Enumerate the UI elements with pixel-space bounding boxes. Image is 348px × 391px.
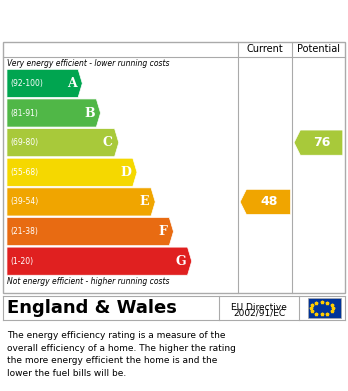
Text: Not energy efficient - higher running costs: Not energy efficient - higher running co… — [7, 276, 169, 285]
Text: 2002/91/EC: 2002/91/EC — [233, 308, 285, 317]
Text: (39-54): (39-54) — [10, 197, 39, 206]
Text: (81-91): (81-91) — [10, 109, 38, 118]
Text: Very energy efficient - lower running costs: Very energy efficient - lower running co… — [7, 59, 169, 68]
Polygon shape — [7, 217, 173, 246]
Polygon shape — [7, 158, 137, 187]
Polygon shape — [7, 99, 101, 127]
Polygon shape — [294, 130, 343, 155]
Text: (1-20): (1-20) — [10, 256, 33, 265]
Text: The energy efficiency rating is a measure of the
overall efficiency of a home. T: The energy efficiency rating is a measur… — [7, 331, 236, 378]
Text: EU Directive: EU Directive — [231, 303, 287, 312]
Polygon shape — [7, 188, 155, 216]
Text: D: D — [120, 166, 131, 179]
Text: Potential: Potential — [297, 44, 340, 54]
Text: A: A — [66, 77, 76, 90]
Polygon shape — [7, 69, 82, 97]
Text: E: E — [140, 196, 149, 208]
Text: Energy Efficiency Rating: Energy Efficiency Rating — [14, 11, 243, 30]
Text: G: G — [175, 255, 186, 268]
Text: (55-68): (55-68) — [10, 168, 39, 177]
Text: 48: 48 — [260, 196, 277, 208]
Polygon shape — [7, 247, 192, 275]
Text: Current: Current — [247, 44, 284, 54]
Polygon shape — [7, 129, 119, 157]
Polygon shape — [240, 189, 291, 215]
Bar — [308, 298, 341, 318]
Text: 76: 76 — [313, 136, 331, 149]
Text: England & Wales: England & Wales — [7, 299, 177, 317]
Text: C: C — [103, 136, 113, 149]
Text: (21-38): (21-38) — [10, 227, 38, 236]
Text: F: F — [159, 225, 167, 238]
Text: (69-80): (69-80) — [10, 138, 39, 147]
Text: (92-100): (92-100) — [10, 79, 43, 88]
Text: B: B — [84, 106, 95, 120]
